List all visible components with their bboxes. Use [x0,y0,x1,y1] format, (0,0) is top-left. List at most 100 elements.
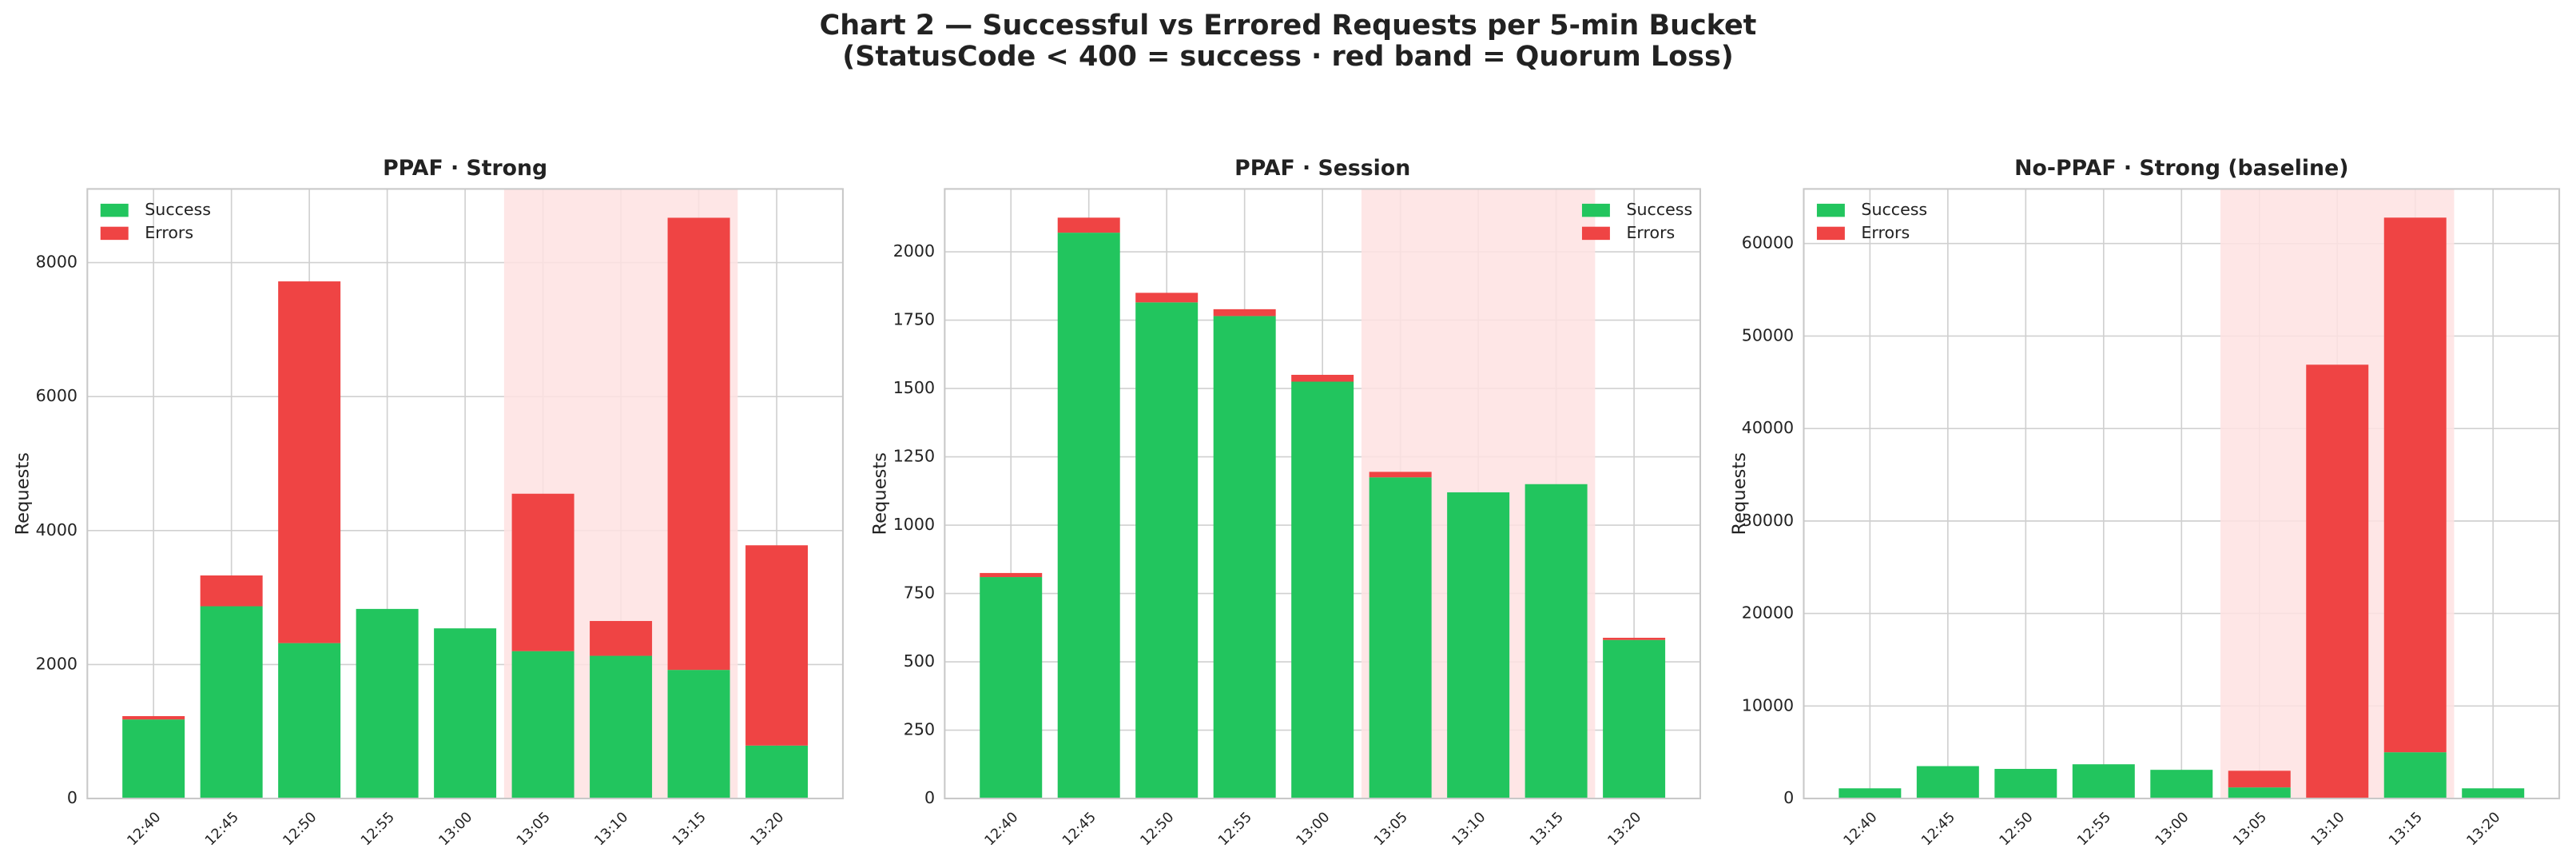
bar-segment [2150,770,2213,799]
bar-segment [2228,770,2291,788]
bar-segment [1135,293,1199,303]
x-tick-label: 12:50 [1138,810,1178,850]
y-tick-label: 2000 [36,654,78,673]
x-tick-label: 13:20 [2464,810,2504,850]
x-tick-label: 13:15 [1527,810,1567,850]
y-tick-label: 10000 [1742,695,1794,715]
bar-segment [2383,217,2447,753]
x-tick-label: 13:20 [748,810,788,850]
x-tick-label: 13:15 [670,810,710,850]
y-tick-label: 500 [904,651,935,671]
bar-segment [511,493,574,651]
x-tick-label: 12:55 [1215,810,1255,850]
bar-segment [278,643,341,799]
bar-segment [1057,217,1120,233]
figure-title: Chart 2 — Successful vs Errored Requests… [820,10,1757,42]
x-tick-label: 12:45 [202,810,242,850]
bar-segment [1291,374,1354,382]
bar-segment [1839,788,1902,799]
y-tick-label: 250 [904,720,935,739]
bar-segment [667,670,730,799]
x-tick-label: 12:50 [1997,810,2037,850]
x-tick-label: 12:55 [2074,810,2114,850]
x-tick-label: 12:40 [125,810,165,850]
x-tick-label: 13:15 [2386,810,2426,850]
y-tick-label: 6000 [36,386,78,405]
bar-segment [356,608,419,799]
bar-segment [1994,769,2057,799]
x-tick-label: 13:00 [436,810,476,850]
bar-segment [2462,788,2525,799]
bar-segment [745,545,809,746]
legend-swatch [100,203,129,217]
y-tick-label: 40000 [1742,418,1794,437]
bar-segment [1135,302,1199,799]
bar-segment [122,719,185,799]
y-axis-label: Requests [13,452,34,535]
x-tick-label: 13:10 [592,810,632,850]
x-tick-label: 12:40 [1841,810,1881,850]
x-tick-label: 13:20 [1605,810,1645,850]
bar-segment [1603,637,1666,640]
legend-swatch [100,226,129,241]
subplot: 0 10000 20000 30000 40000 50000 60000 12:40 12:4… [1729,156,2561,850]
axes-frame [944,188,1701,800]
subplot: 0 250 500 750 1000 1250 1500 1750 2000 12:40 12:45… [870,156,1701,850]
x-tick-label: 13:10 [1449,810,1489,850]
bar-segment [2072,764,2135,799]
x-tick-label: 13:00 [1294,810,1334,850]
subplot-title: PPAF · Strong [383,156,547,181]
x-tick-label: 13:05 [514,810,554,850]
x-tick-label: 13:00 [2153,810,2192,850]
x-tick-label: 12:45 [1059,810,1099,850]
y-tick-label: 30000 [1742,511,1794,530]
y-tick-label: 1000 [893,515,935,534]
y-tick-label: 1250 [893,447,935,466]
x-tick-label: 12:45 [1918,810,1958,850]
bar-segment [2383,752,2447,799]
y-tick-label: 20000 [1742,603,1794,623]
legend-label: Errors [145,223,193,242]
bar-segment [511,651,574,799]
legend-label: Errors [1626,223,1675,242]
y-tick-label: 4000 [36,520,78,539]
x-tick-label: 12:50 [280,810,320,850]
x-tick-label: 12:55 [358,810,398,850]
legend-label: Success [145,200,211,219]
y-tick-label: 0 [67,788,78,807]
y-tick-label: 1750 [893,310,935,329]
x-tick-label: 13:05 [2230,810,2270,850]
bar-segment [590,655,653,799]
y-tick-label: 50000 [1742,325,1794,344]
subplot-title: No-PPAF · Strong (baseline) [2014,156,2348,181]
bar-segment [1291,381,1354,799]
y-axis-label: Requests [1729,452,1750,535]
legend-swatch [1816,226,1845,241]
bar-segment [980,577,1043,799]
bar-segment [1213,309,1276,317]
bar-segment [1369,477,1432,799]
figure-subtitle: (StatusCode < 400 = success · red band =… [842,41,1733,73]
y-tick-label: 60000 [1742,233,1794,253]
bar-segment [200,575,263,607]
bar-segment [122,715,185,720]
x-tick-label: 12:40 [982,810,1022,850]
y-tick-label: 1500 [893,378,935,397]
bar-segment [1525,484,1588,799]
legend-swatch [1816,203,1845,217]
bar-segment [1369,472,1432,478]
bar-segment [434,628,497,799]
y-tick-label: 0 [1783,788,1794,807]
bar-segment [1447,492,1510,799]
subplot: 0 2000 4000 6000 8000 12:40 12:45 12:50 12:55 13:… [13,156,844,850]
y-tick-label: 2000 [893,241,935,261]
y-tick-label: 8000 [36,253,78,272]
legend-label: Errors [1861,223,1910,242]
bar-segment [278,281,341,643]
y-tick-label: 750 [904,583,935,603]
x-tick-label: 13:10 [2308,810,2348,850]
bar-segment [1213,316,1276,799]
bar-segment [980,572,1043,578]
